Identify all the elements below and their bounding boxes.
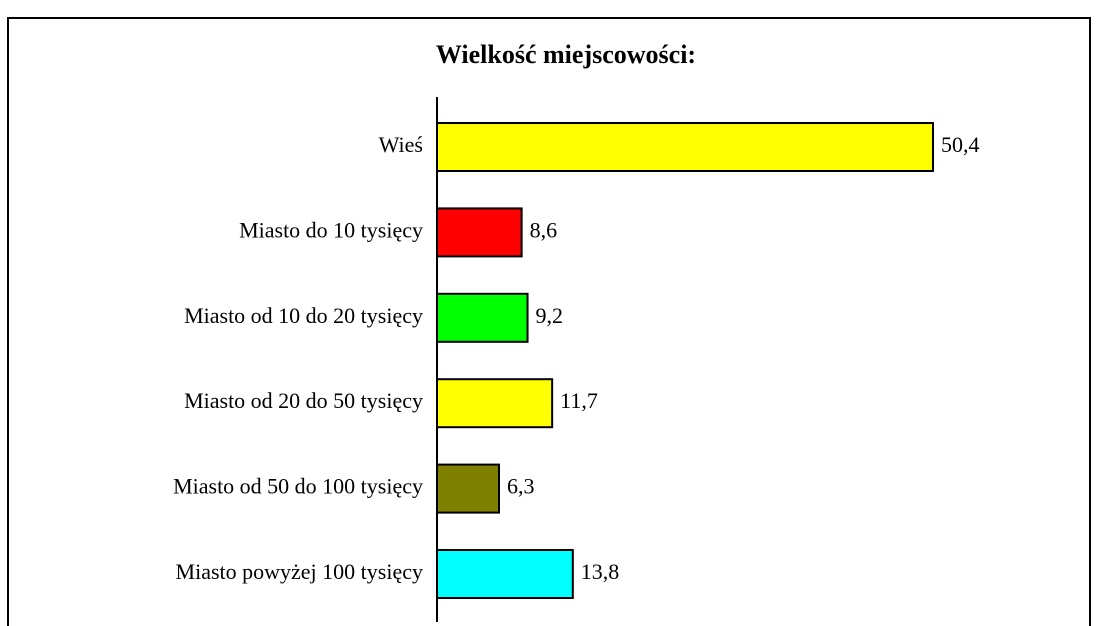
category-label: Miasto od 10 do 20 tysięcy xyxy=(184,303,423,328)
bar xyxy=(436,549,574,599)
bar xyxy=(436,292,529,343)
bar xyxy=(436,463,500,514)
bar xyxy=(436,122,934,172)
value-label: 9,2 xyxy=(536,303,564,328)
category-label: Miasto do 10 tysięcy xyxy=(239,217,423,242)
bar xyxy=(436,378,554,429)
value-label: 11,7 xyxy=(560,388,598,413)
category-label: Wieś xyxy=(379,132,423,157)
category-label: Miasto powyżej 100 tysięcy xyxy=(176,559,423,584)
value-label: 6,3 xyxy=(507,474,535,499)
value-label: 13,8 xyxy=(581,559,620,584)
category-label: Miasto od 20 do 50 tysięcy xyxy=(184,388,423,413)
chart-title: Wielkość miejscowości: xyxy=(436,40,696,69)
category-label: Miasto od 50 do 100 tysięcy xyxy=(173,474,423,499)
chart-frame xyxy=(7,17,1091,626)
value-label: 50,4 xyxy=(941,132,980,157)
value-label: 8,6 xyxy=(530,217,558,242)
bar xyxy=(436,207,523,258)
